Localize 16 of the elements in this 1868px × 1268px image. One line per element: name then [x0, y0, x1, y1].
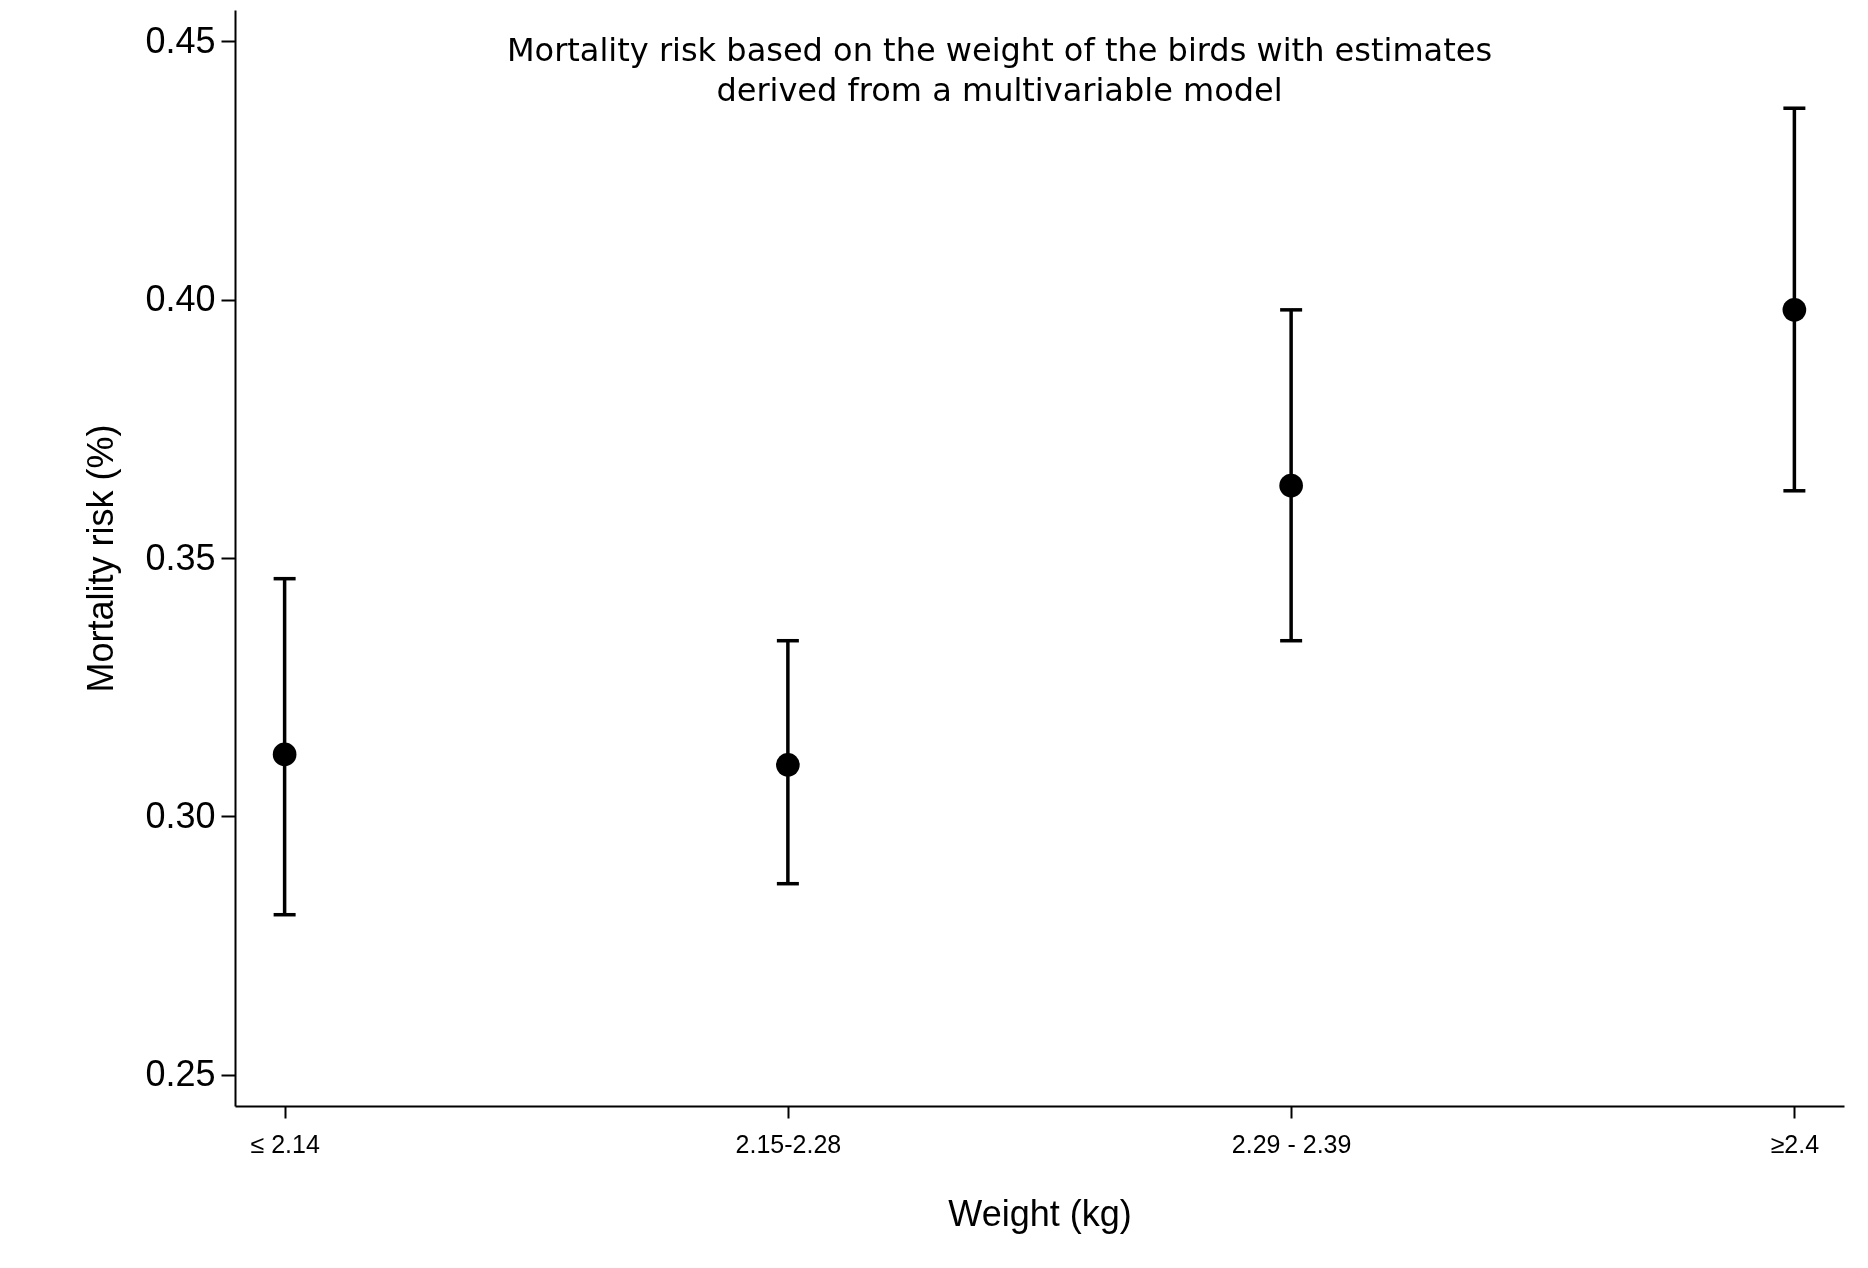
x-tick-label: 2.15-2.28: [735, 1129, 842, 1158]
y-tick-label: 0.25: [145, 1053, 216, 1095]
point: [1279, 473, 1303, 498]
x-tick-label: 2.29 - 2.39: [1231, 1129, 1352, 1158]
y-tick-label: 0.45: [145, 19, 216, 61]
y-tick-label: 0.30: [145, 794, 216, 836]
y-tick-label: 0.40: [145, 278, 216, 320]
y-tick-label: 0.35: [145, 536, 216, 578]
text: Mortality risk based on the weight of the birds with estimates derived from a multivariable model: [506, 31, 1493, 109]
y-axis-title: Mortality risk (%): [80, 424, 122, 693]
point: [776, 752, 800, 777]
x-axis-title: Weight (kg): [948, 1192, 1132, 1234]
point: [1782, 298, 1807, 322]
x-tick-label: ≥2.4: [1770, 1129, 1820, 1158]
point: [272, 742, 297, 767]
x-tick-label: ≤ 2.14: [250, 1129, 320, 1158]
